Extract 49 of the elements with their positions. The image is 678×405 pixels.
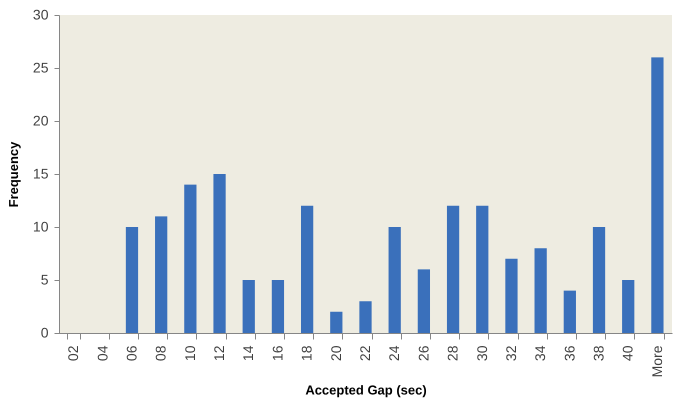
bar [126, 227, 138, 333]
bar [272, 280, 284, 333]
bar [418, 269, 430, 333]
bar [242, 280, 255, 333]
x-tick-label: 32 [502, 345, 519, 362]
bar [446, 206, 460, 333]
x-tick-label: More [648, 345, 665, 378]
x-tick-label: 36 [561, 345, 578, 362]
bar [155, 216, 168, 333]
bar [651, 57, 664, 333]
x-tick-label: 10 [182, 345, 198, 362]
x-tick-label: 28 [444, 345, 461, 362]
bar [592, 227, 606, 333]
x-tick-label: 40 [620, 345, 636, 362]
y-tick-label: 15 [32, 166, 49, 182]
x-tick-label: 34 [532, 345, 548, 362]
bar [184, 184, 196, 333]
bar [622, 280, 634, 333]
x-tick-label: 18 [298, 345, 315, 362]
x-tick-label: 38 [590, 345, 607, 362]
x-tick-label: 30 [474, 345, 490, 362]
x-tick-label: 26 [415, 345, 432, 362]
y-axis-title: Frequency [6, 140, 21, 208]
x-tick-label: 14 [240, 345, 256, 362]
y-tick-label: 5 [40, 272, 49, 288]
bar [505, 258, 518, 333]
x-tick-label: 20 [328, 345, 344, 362]
y-tick-label: 25 [32, 60, 49, 76]
bar [564, 290, 576, 333]
x-axis-title: Accepted Gap (sec) [305, 382, 427, 398]
x-tick-label: 22 [357, 345, 373, 362]
x-tick-label: 08 [152, 345, 169, 362]
bar [300, 206, 314, 333]
x-tick-label: 12 [211, 345, 228, 362]
x-tick-label: 16 [269, 345, 286, 362]
bar [388, 227, 401, 333]
y-tick-label: 30 [32, 6, 49, 22]
bar [213, 174, 226, 333]
x-tick-label: 04 [94, 345, 110, 362]
bar [534, 248, 547, 333]
y-tick-label: 0 [40, 324, 49, 340]
x-tick-label: 06 [123, 345, 140, 362]
bar [330, 312, 342, 333]
x-tick-label: 24 [386, 345, 402, 362]
y-tick-label: 20 [32, 112, 49, 128]
x-tick-label: 02 [65, 345, 82, 362]
y-tick-label: 10 [32, 218, 49, 234]
bar [476, 206, 488, 333]
bar [359, 301, 372, 333]
